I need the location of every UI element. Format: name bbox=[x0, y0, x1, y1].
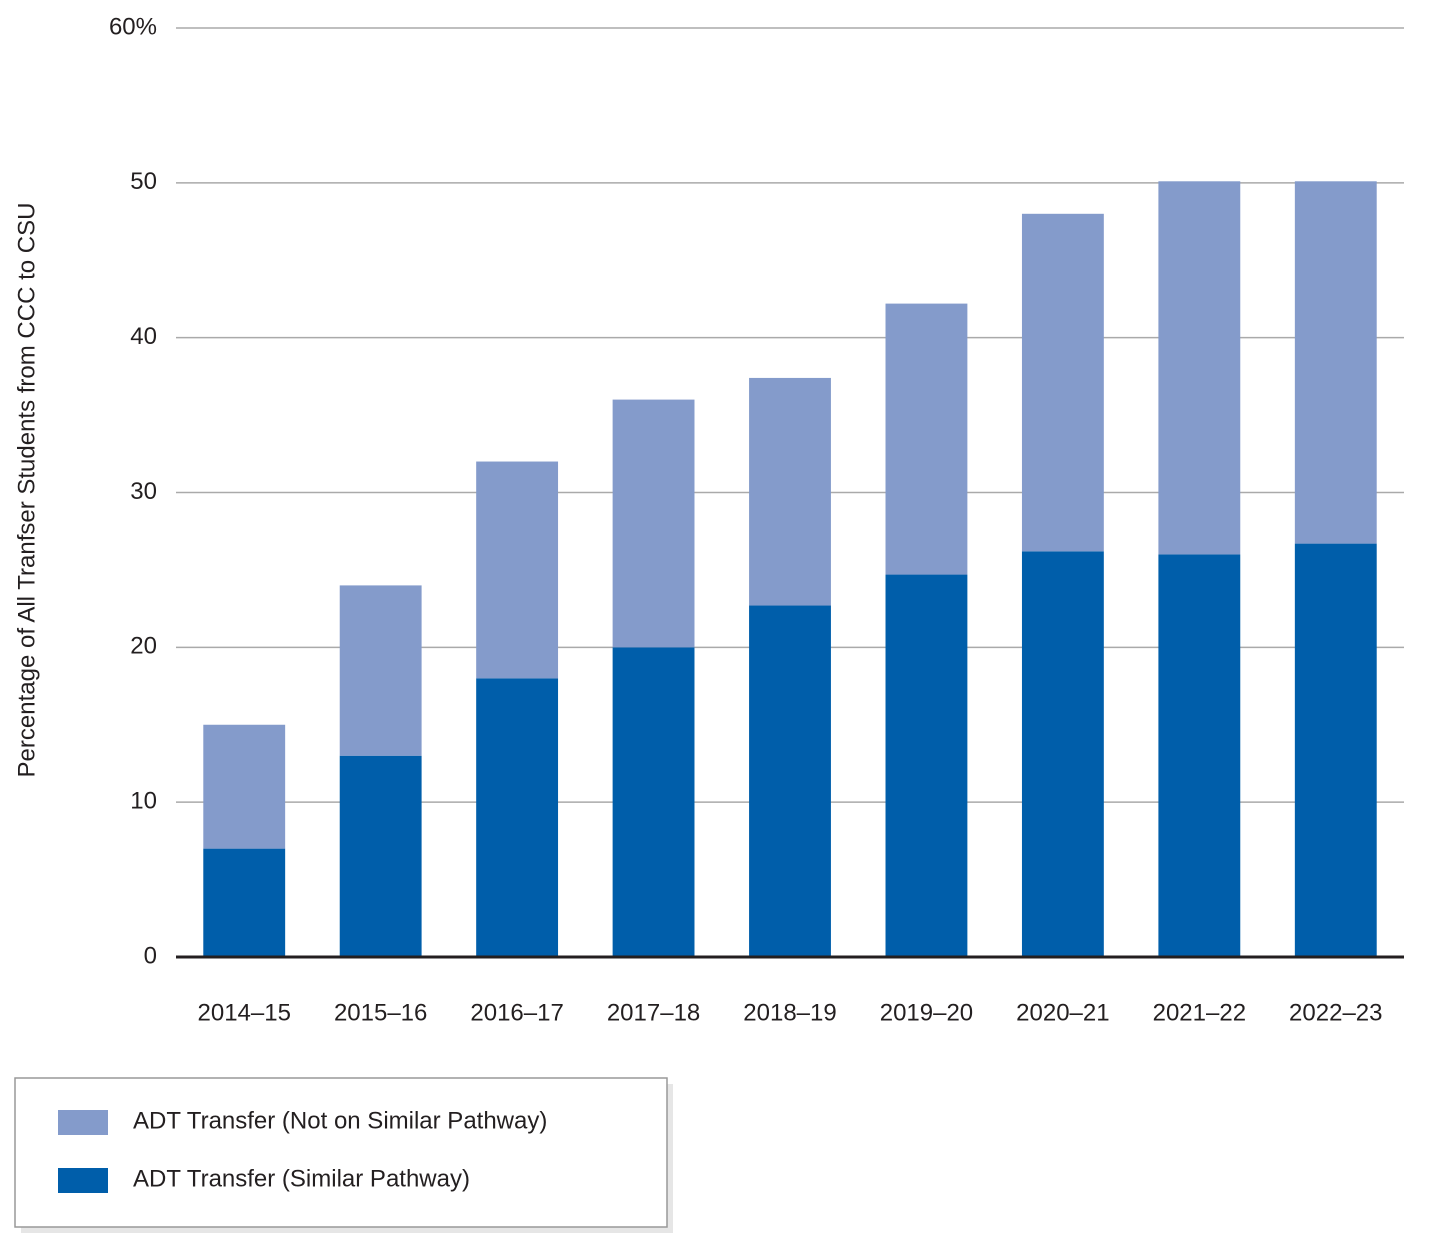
legend-swatch bbox=[58, 1168, 108, 1193]
bar-segment bbox=[339, 585, 422, 756]
bar-segment bbox=[1158, 554, 1241, 957]
y-tick-label: 60% bbox=[109, 13, 157, 40]
bar-segment bbox=[1158, 181, 1241, 555]
bar-segment bbox=[885, 303, 968, 575]
bar-segment bbox=[1021, 213, 1104, 552]
bar-segment bbox=[885, 574, 968, 957]
bar-segment bbox=[749, 605, 831, 957]
legend-label: ADT Transfer (Not on Similar Pathway) bbox=[133, 1107, 547, 1134]
bar-segment bbox=[339, 755, 422, 957]
x-tick-label: 2016–17 bbox=[470, 999, 563, 1026]
bar-segment bbox=[476, 461, 559, 679]
y-tick-label: 20 bbox=[130, 633, 157, 660]
x-tick-label: 2015–16 bbox=[334, 999, 427, 1026]
bar-segment bbox=[612, 647, 695, 957]
x-tick-label: 2019–20 bbox=[880, 999, 973, 1026]
bar-segment bbox=[749, 377, 831, 606]
y-axis-label: Percentage of All Tranfser Students from… bbox=[13, 203, 40, 778]
bar-segment bbox=[612, 399, 695, 648]
y-tick-label: 40 bbox=[130, 323, 157, 350]
y-tick-label: 0 bbox=[144, 942, 157, 969]
y-tick-label: 30 bbox=[130, 478, 157, 505]
y-tick-label: 50 bbox=[130, 168, 157, 195]
bar-segment bbox=[476, 678, 559, 957]
bar-segment bbox=[1021, 551, 1104, 957]
legend-label: ADT Transfer (Similar Pathway) bbox=[133, 1165, 470, 1192]
y-tick-label: 10 bbox=[130, 788, 157, 815]
x-tick-label: 2021–22 bbox=[1153, 999, 1246, 1026]
legend-swatch bbox=[58, 1110, 108, 1135]
x-tick-label: 2022–23 bbox=[1289, 999, 1382, 1026]
bar-segment bbox=[203, 724, 286, 849]
x-tick-label: 2020–21 bbox=[1016, 999, 1109, 1026]
bar-segment bbox=[203, 848, 286, 957]
x-tick-label: 2018–19 bbox=[743, 999, 836, 1026]
x-tick-label: 2014–15 bbox=[198, 999, 291, 1026]
legend-box bbox=[14, 1077, 668, 1228]
bar-segment bbox=[1294, 543, 1377, 957]
bar-segment bbox=[1294, 181, 1377, 544]
x-tick-label: 2017–18 bbox=[607, 999, 700, 1026]
